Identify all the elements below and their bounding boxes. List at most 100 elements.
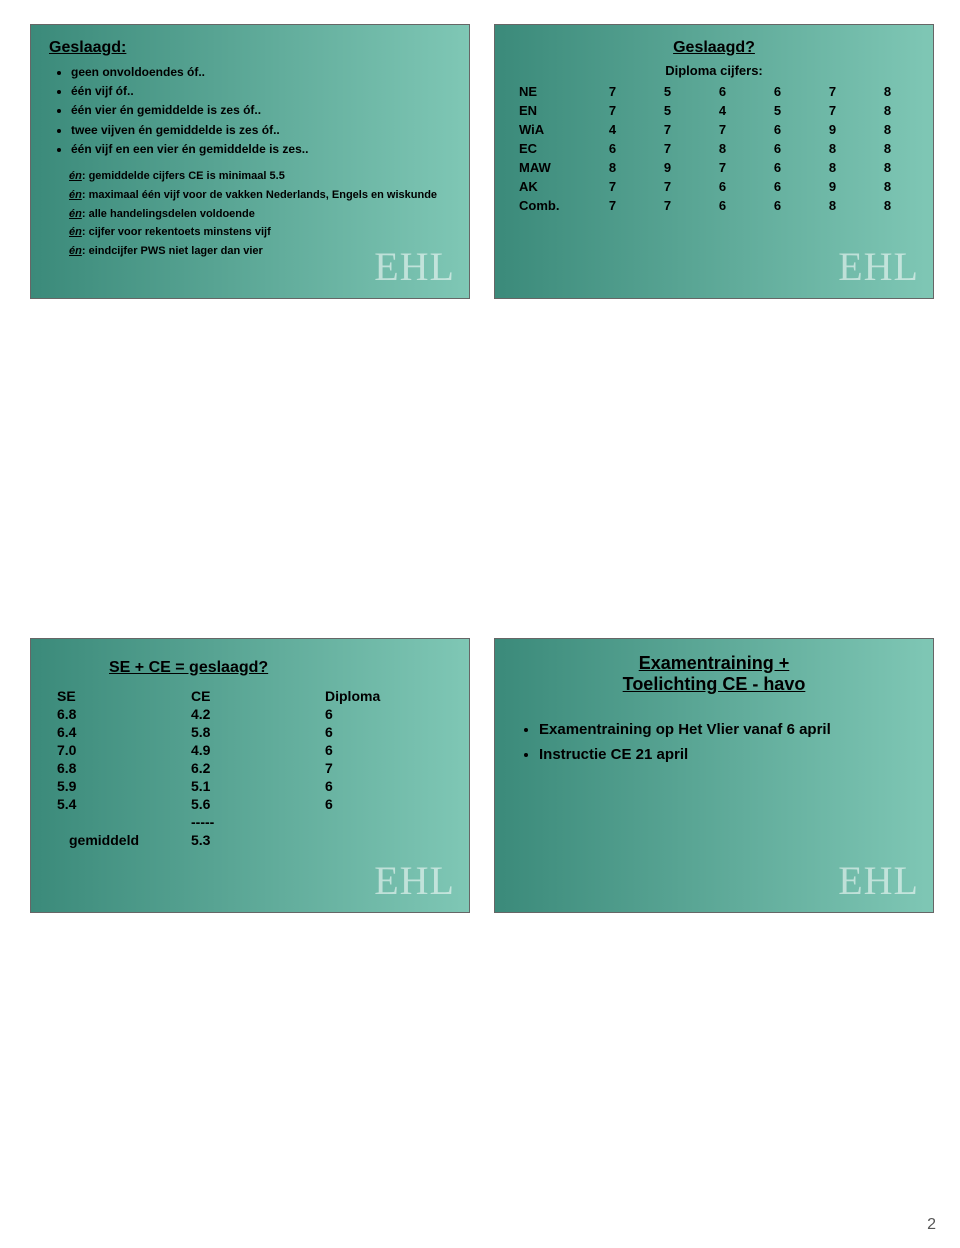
subject-cell: Comb. (513, 196, 585, 215)
grade-cell: 8 (860, 82, 915, 101)
list-item: Instructie CE 21 april (539, 744, 915, 765)
cell: 6 (317, 795, 451, 813)
slide1-title: Geslaagd: (49, 39, 451, 57)
slide1-bullet-list: geen onvoldoendes óf.. één vijf óf.. één… (49, 63, 451, 159)
grade-cell: 6 (695, 177, 750, 196)
table-row: ----- (49, 813, 451, 831)
page-number: 2 (927, 1216, 936, 1234)
table-row: 6.45.86 (49, 723, 451, 741)
grade-cell: 6 (750, 139, 805, 158)
ehl-watermark: EHL (838, 243, 919, 290)
list-item: Examentraining op Het Vlier vanaf 6 apri… (539, 719, 915, 740)
slide-se-ce-geslaagd: SE + CE = geslaagd? SECEDiploma6.84.266.… (30, 638, 470, 913)
cell: 5.6 (183, 795, 317, 813)
grade-cell: 5 (640, 82, 695, 101)
footer-label: gemiddeld (49, 831, 183, 849)
table-row: NE756678 (513, 82, 915, 101)
grade-cell: 7 (805, 101, 860, 120)
ehl-watermark: EHL (374, 857, 455, 904)
grade-cell: 7 (585, 177, 640, 196)
cell: 6 (317, 741, 451, 759)
table-row: WiA477698 (513, 120, 915, 139)
cell: Diploma (317, 687, 451, 705)
subject-cell: WiA (513, 120, 585, 139)
grade-cell: 7 (585, 196, 640, 215)
table-row: MAW897688 (513, 158, 915, 177)
slide2-subtitle: Diploma cijfers: (513, 63, 915, 78)
grade-cell: 9 (640, 158, 695, 177)
list-item: én: maximaal één vijf voor de vakken Ned… (69, 188, 451, 203)
subject-cell: AK (513, 177, 585, 196)
grades-table: NE756678EN754578WiA477698EC678688MAW8976… (513, 82, 915, 215)
grade-cell: 8 (860, 139, 915, 158)
se-ce-table: SECEDiploma6.84.266.45.867.04.966.86.275… (49, 687, 451, 849)
table-row: 6.84.26 (49, 705, 451, 723)
table-row: 7.04.96 (49, 741, 451, 759)
table-row: EC678688 (513, 139, 915, 158)
grade-cell: 8 (585, 158, 640, 177)
list-item: één vijf óf.. (71, 82, 451, 101)
list-item: én: cijfer voor rekentoets minstens vijf (69, 225, 451, 240)
list-item: twee vijven én gemiddelde is zes óf.. (71, 121, 451, 140)
grade-cell: 8 (860, 120, 915, 139)
grade-cell: 8 (805, 139, 860, 158)
table-row: SECEDiploma (49, 687, 451, 705)
table-row: AK776698 (513, 177, 915, 196)
list-item: één vijf en een vier én gemiddelde is ze… (71, 140, 451, 159)
grade-cell: 7 (695, 158, 750, 177)
cell: 4.2 (183, 705, 317, 723)
grade-cell: 7 (695, 120, 750, 139)
cell: 5.1 (183, 777, 317, 795)
grade-cell: 7 (640, 120, 695, 139)
slide-geslaagd-rules: Geslaagd: geen onvoldoendes óf.. één vij… (30, 24, 470, 299)
grade-cell: 9 (805, 177, 860, 196)
slide4-title: Examentraining + Toelichting CE - havo (513, 653, 915, 695)
grade-cell: 9 (805, 120, 860, 139)
grade-cell: 6 (750, 120, 805, 139)
cell: 4.9 (183, 741, 317, 759)
subject-cell: NE (513, 82, 585, 101)
grade-cell: 8 (860, 196, 915, 215)
cell: 5.8 (183, 723, 317, 741)
grade-cell: 8 (805, 196, 860, 215)
grade-cell: 8 (860, 158, 915, 177)
grade-cell: 4 (695, 101, 750, 120)
grade-cell: 8 (805, 158, 860, 177)
grade-cell: 8 (860, 177, 915, 196)
subject-cell: EC (513, 139, 585, 158)
slide1-en-list: én: gemiddelde cijfers CE is minimaal 5.… (69, 169, 451, 259)
list-item: én: gemiddelde cijfers CE is minimaal 5.… (69, 169, 451, 184)
table-row: Comb.776688 (513, 196, 915, 215)
cell: 6.2 (183, 759, 317, 777)
grade-cell: 7 (585, 101, 640, 120)
cell: 5.4 (49, 795, 183, 813)
table-row: EN754578 (513, 101, 915, 120)
subject-cell: EN (513, 101, 585, 120)
cell: 6.8 (49, 705, 183, 723)
list-item: één vier én gemiddelde is zes óf.. (71, 101, 451, 120)
grade-cell: 4 (585, 120, 640, 139)
grade-cell: 6 (695, 196, 750, 215)
grade-cell: 6 (695, 82, 750, 101)
slide-examentraining: Examentraining + Toelichting CE - havo E… (494, 638, 934, 913)
grade-cell: 6 (750, 158, 805, 177)
grade-cell: 6 (750, 82, 805, 101)
cell: 6 (317, 723, 451, 741)
cell: SE (49, 687, 183, 705)
list-item: én: eindcijfer PWS niet lager dan vier (69, 244, 451, 259)
table-row: 5.95.16 (49, 777, 451, 795)
list-item: geen onvoldoendes óf.. (71, 63, 451, 82)
cell (49, 813, 183, 831)
grade-cell: 7 (585, 82, 640, 101)
grade-cell: 5 (750, 101, 805, 120)
slide2-title: Geslaagd? (513, 39, 915, 57)
ehl-watermark: EHL (838, 857, 919, 904)
grade-cell: 7 (640, 177, 695, 196)
cell: 6.4 (49, 723, 183, 741)
cell: ----- (183, 813, 317, 831)
grade-cell: 7 (640, 196, 695, 215)
slide-diploma-cijfers: Geslaagd? Diploma cijfers: NE756678EN754… (494, 24, 934, 299)
cell: CE (183, 687, 317, 705)
list-item: én: alle handelingsdelen voldoende (69, 207, 451, 222)
slide3-title: SE + CE = geslaagd? (109, 659, 451, 677)
